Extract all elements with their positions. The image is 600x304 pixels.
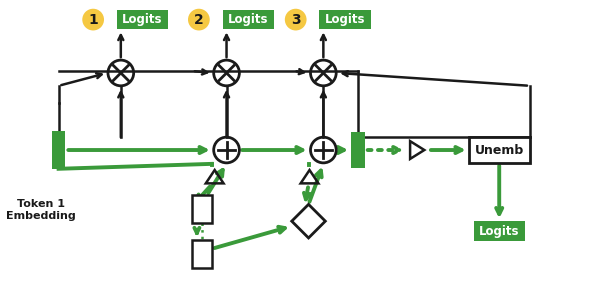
Text: 1: 1 bbox=[88, 12, 98, 27]
Text: Token 1
Embedding: Token 1 Embedding bbox=[6, 199, 76, 221]
FancyBboxPatch shape bbox=[469, 137, 530, 163]
FancyBboxPatch shape bbox=[192, 195, 212, 223]
Text: Logits: Logits bbox=[122, 13, 163, 26]
Circle shape bbox=[82, 9, 104, 30]
Circle shape bbox=[188, 9, 210, 30]
Circle shape bbox=[285, 9, 307, 30]
FancyBboxPatch shape bbox=[192, 240, 212, 268]
Text: 2: 2 bbox=[194, 12, 204, 27]
Text: 3: 3 bbox=[291, 12, 301, 27]
Text: Unemb: Unemb bbox=[475, 143, 524, 157]
FancyBboxPatch shape bbox=[351, 132, 365, 168]
FancyBboxPatch shape bbox=[473, 221, 525, 241]
FancyBboxPatch shape bbox=[223, 10, 274, 29]
FancyBboxPatch shape bbox=[319, 10, 371, 29]
Text: Logits: Logits bbox=[325, 13, 365, 26]
FancyBboxPatch shape bbox=[52, 131, 65, 169]
FancyBboxPatch shape bbox=[117, 10, 168, 29]
Text: Logits: Logits bbox=[479, 225, 520, 237]
Text: Logits: Logits bbox=[228, 13, 269, 26]
